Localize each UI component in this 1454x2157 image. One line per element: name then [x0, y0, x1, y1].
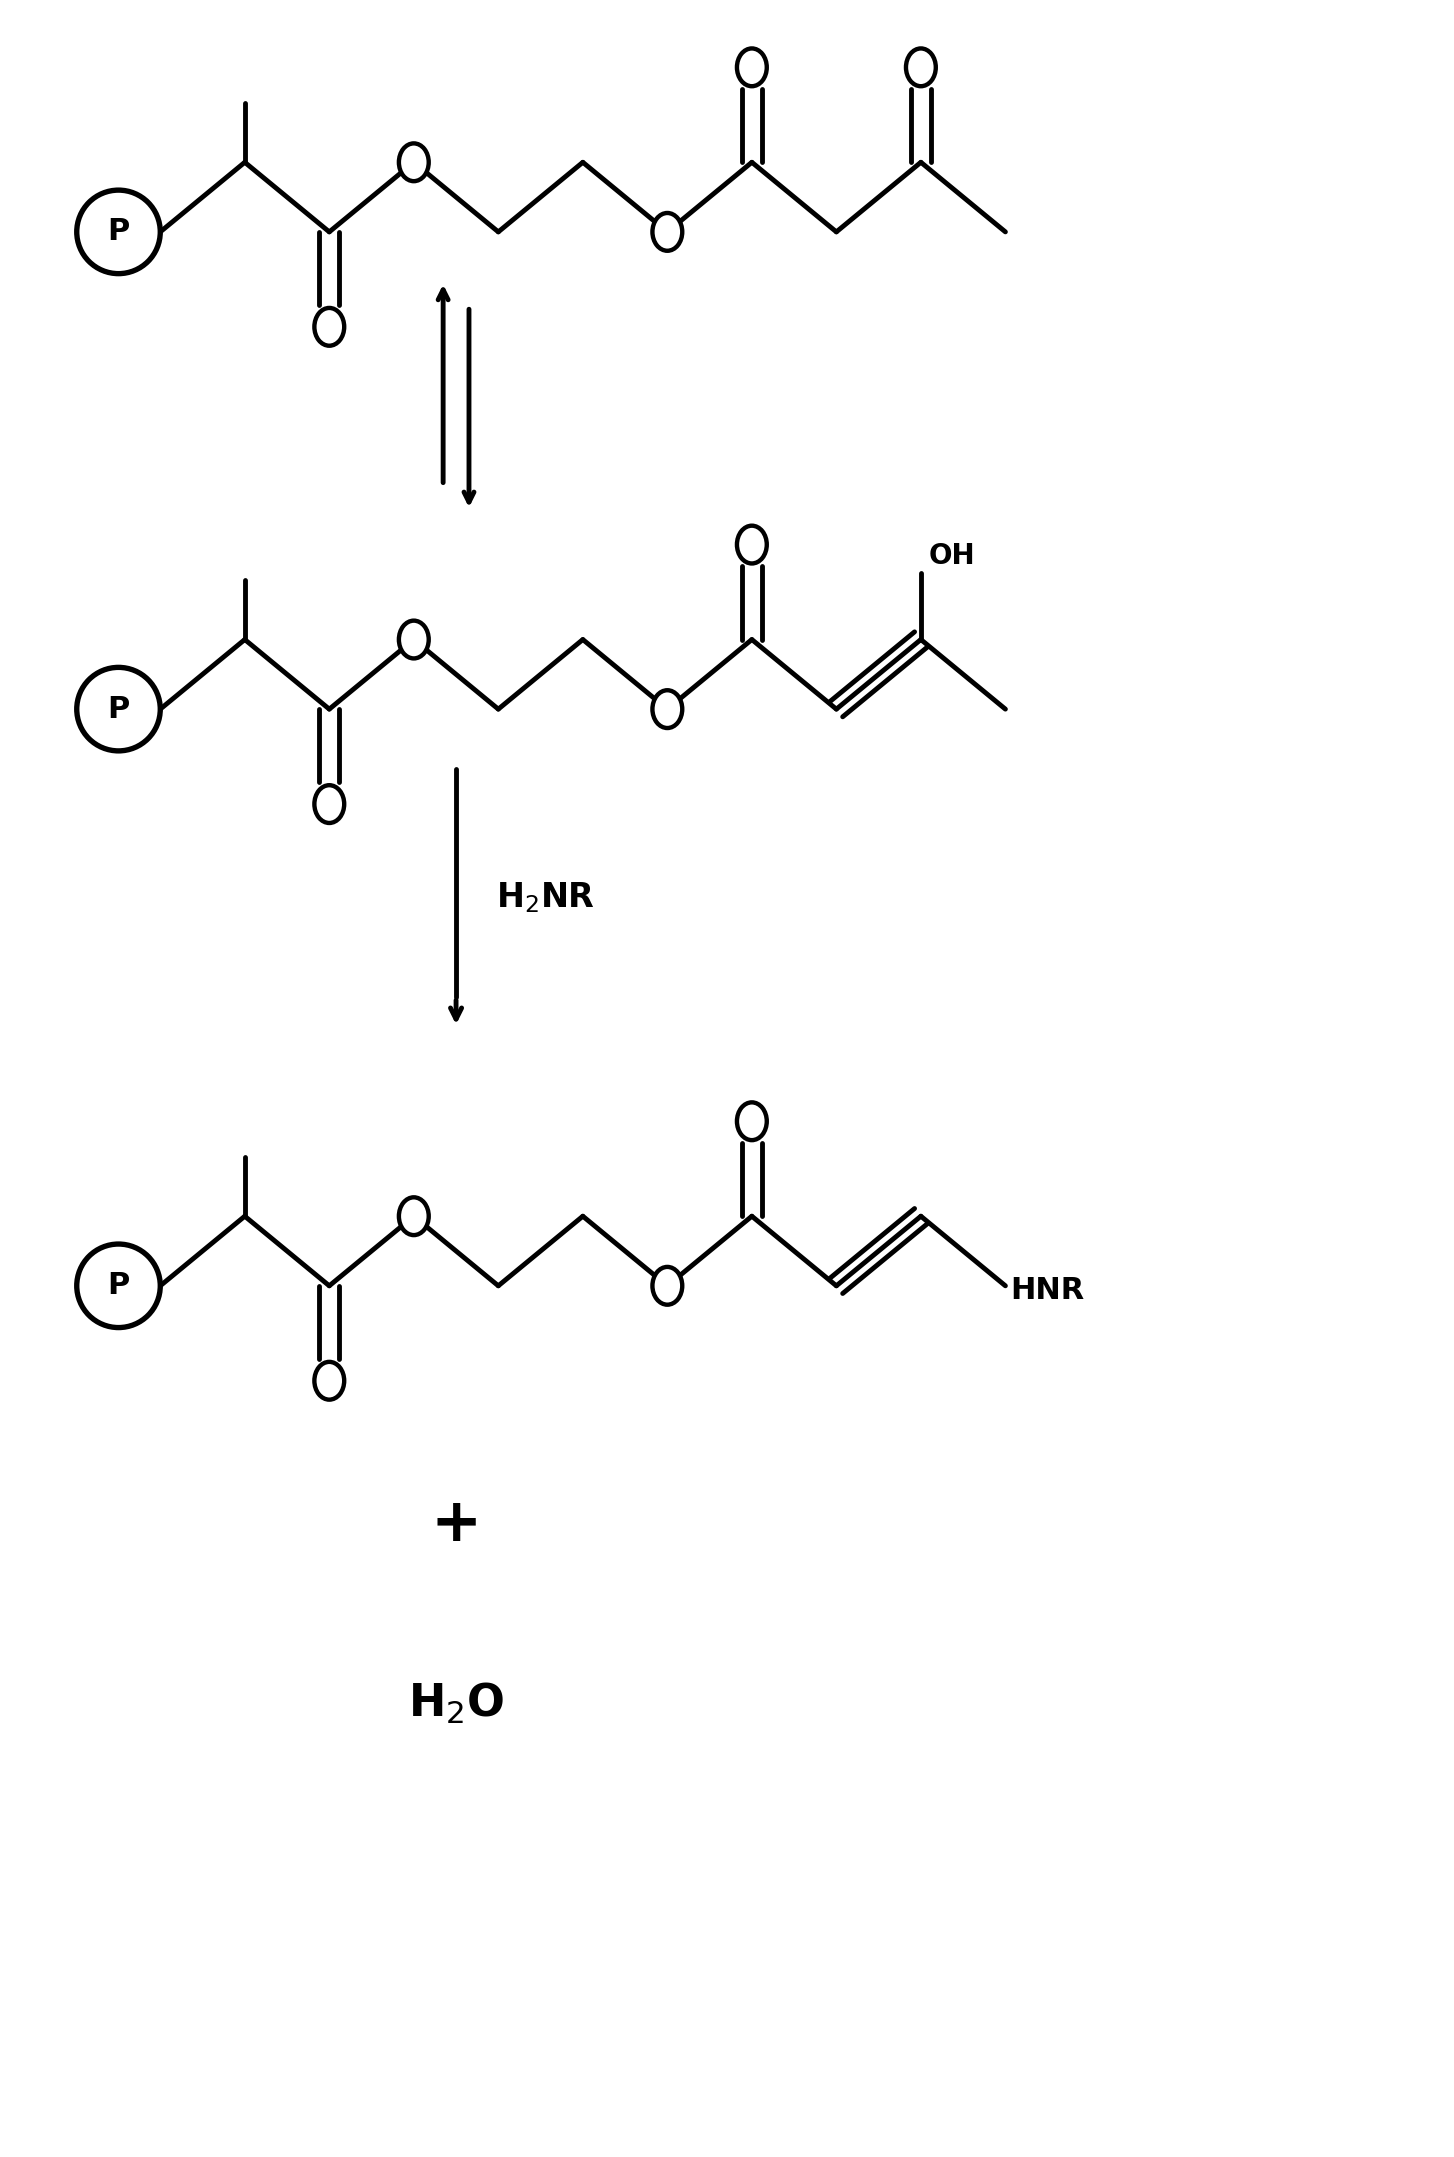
Text: +: +	[430, 1495, 481, 1553]
Ellipse shape	[737, 1102, 766, 1141]
Circle shape	[77, 1245, 160, 1327]
Text: P: P	[108, 218, 129, 246]
Ellipse shape	[737, 526, 766, 563]
Ellipse shape	[906, 47, 936, 86]
Ellipse shape	[653, 690, 682, 729]
Circle shape	[77, 190, 160, 274]
Ellipse shape	[398, 1197, 429, 1236]
Ellipse shape	[653, 214, 682, 250]
Ellipse shape	[398, 621, 429, 658]
Text: OH: OH	[929, 541, 976, 569]
Text: P: P	[108, 695, 129, 723]
Text: P: P	[108, 1270, 129, 1301]
Text: H$_2$O: H$_2$O	[409, 1680, 505, 1726]
Text: H$_2$NR: H$_2$NR	[496, 880, 595, 915]
Ellipse shape	[314, 785, 345, 824]
Text: HNR: HNR	[1011, 1277, 1085, 1305]
Ellipse shape	[314, 1361, 345, 1400]
Ellipse shape	[737, 47, 766, 86]
Ellipse shape	[314, 308, 345, 345]
Ellipse shape	[653, 1266, 682, 1305]
Circle shape	[77, 667, 160, 751]
Ellipse shape	[398, 142, 429, 181]
